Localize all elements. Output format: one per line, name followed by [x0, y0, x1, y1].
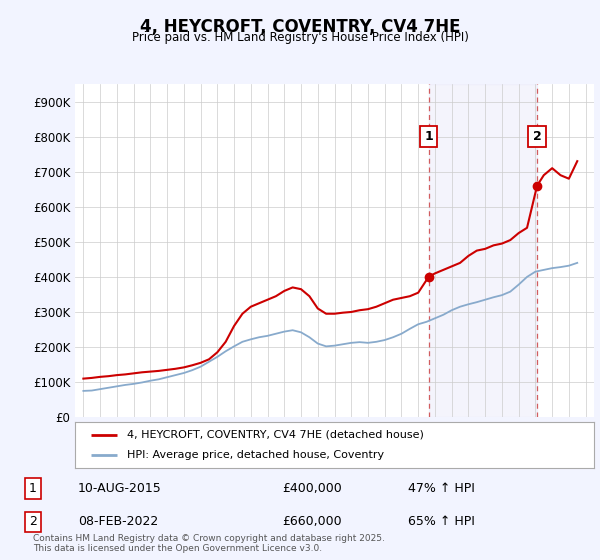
Text: £660,000: £660,000 [282, 515, 341, 529]
Bar [428, 84, 537, 417]
Text: Price paid vs. HM Land Registry's House Price Index (HPI): Price paid vs. HM Land Registry's House … [131, 31, 469, 44]
Text: 1: 1 [424, 130, 433, 143]
Text: HPI: Average price, detached house, Coventry: HPI: Average price, detached house, Cove… [127, 450, 384, 460]
Text: 08-FEB-2022: 08-FEB-2022 [78, 515, 158, 529]
Text: 4, HEYCROFT, COVENTRY, CV4 7HE (detached house): 4, HEYCROFT, COVENTRY, CV4 7HE (detached… [127, 430, 424, 440]
Text: 47% ↑ HPI: 47% ↑ HPI [408, 482, 475, 495]
Text: 65% ↑ HPI: 65% ↑ HPI [408, 515, 475, 529]
Text: 10-AUG-2015: 10-AUG-2015 [78, 482, 162, 495]
Text: £400,000: £400,000 [282, 482, 342, 495]
Text: 4, HEYCROFT, COVENTRY, CV4 7HE: 4, HEYCROFT, COVENTRY, CV4 7HE [140, 18, 460, 36]
Text: 2: 2 [29, 515, 37, 529]
Text: Contains HM Land Registry data © Crown copyright and database right 2025.
This d: Contains HM Land Registry data © Crown c… [33, 534, 385, 553]
Text: 1: 1 [29, 482, 37, 495]
Text: 2: 2 [533, 130, 541, 143]
